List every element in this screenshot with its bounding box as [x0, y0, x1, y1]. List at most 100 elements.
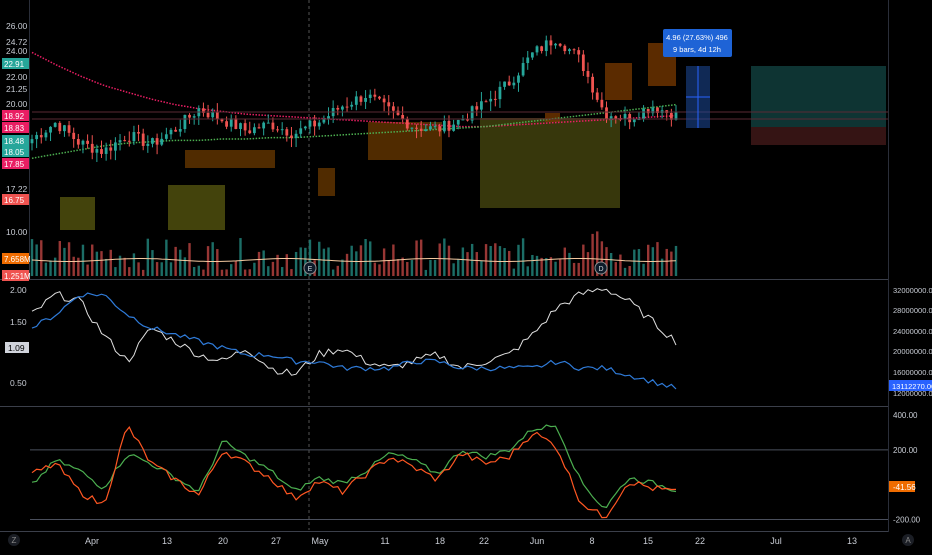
candle-body: [211, 111, 215, 118]
candle-body: [540, 46, 544, 52]
candle-body: [558, 43, 562, 46]
volume-bar: [86, 264, 89, 276]
volume-bar: [137, 262, 140, 276]
volume-bar: [304, 247, 307, 276]
volume-bar: [535, 255, 539, 276]
candle-body: [498, 86, 502, 100]
volume-bar: [378, 264, 381, 276]
volume-bar: [364, 239, 367, 276]
price-highlight-badge: [2, 194, 29, 205]
volume-bar: [521, 238, 525, 276]
candle-body: [354, 96, 358, 105]
time-axis-label: 20: [218, 536, 228, 546]
volume-bar: [660, 258, 664, 276]
pattern-box: [185, 150, 275, 168]
volume-bar: [419, 239, 423, 276]
oscillator-blue-line: [31, 292, 677, 390]
volume-bar: [322, 248, 326, 276]
volume-bar: [623, 267, 627, 276]
oscillator-axis-tick: 1.50: [10, 317, 27, 327]
cci-current-label: -41.56: [893, 483, 916, 492]
volume-bar: [188, 243, 191, 276]
candle-body: [359, 96, 363, 102]
volume-bar: [202, 269, 205, 276]
price-axis-tick: 10.00: [6, 227, 28, 237]
price-highlight-badge: [2, 158, 29, 169]
candle-body: [63, 125, 66, 132]
price-highlight-badge: [2, 122, 29, 133]
candle-body: [674, 112, 678, 120]
volume-bar: [373, 262, 377, 276]
candle-body: [535, 46, 539, 53]
candle-body: [493, 98, 497, 100]
volume-bar: [512, 268, 516, 276]
candle-body: [341, 106, 344, 110]
candle-body: [637, 119, 641, 121]
volume-bar: [49, 260, 52, 276]
price-highlight-label: 1.251M: [4, 272, 31, 281]
loss-zone[interactable]: [751, 127, 886, 145]
pattern-box: [60, 197, 95, 230]
candle-body: [123, 140, 127, 142]
oscillator-right-tick: 32000000.00: [893, 286, 932, 295]
candle-body: [628, 114, 632, 123]
time-axis-label: 22: [479, 536, 489, 546]
candle-body: [632, 119, 636, 123]
candle-body: [67, 125, 71, 133]
auto-scale-button[interactable]: [902, 534, 914, 546]
candle-body: [257, 127, 261, 129]
time-axis-label: Jun: [530, 536, 545, 546]
time-axis-label: Apr: [85, 536, 99, 546]
volume-bar: [558, 259, 562, 276]
candle-body: [100, 149, 103, 154]
candle-body: [595, 92, 599, 100]
volume-bar: [234, 260, 238, 276]
price-highlight-badge: [2, 110, 29, 121]
candle-body: [623, 114, 627, 120]
volume-bar: [517, 244, 520, 276]
candle-body: [646, 108, 650, 114]
candle-body: [651, 107, 655, 114]
candle-body: [461, 119, 465, 121]
volume-bar: [44, 262, 48, 276]
candle-body: [58, 122, 62, 132]
volume-bar: [271, 261, 275, 276]
candle-body: [345, 106, 349, 108]
volume-bar: [647, 244, 650, 276]
time-axis-label: 11: [380, 536, 389, 546]
candle-body: [95, 149, 99, 153]
volume-bar: [183, 257, 187, 276]
volume-bar: [30, 239, 34, 276]
volume-bar: [614, 262, 617, 276]
earnings-marker[interactable]: [594, 261, 608, 275]
zoom-button[interactable]: [8, 534, 20, 546]
candle-body: [605, 107, 608, 119]
volume-bar: [350, 245, 353, 276]
earnings-marker[interactable]: [303, 261, 317, 275]
volume-bar: [285, 254, 289, 276]
candle-body: [151, 138, 154, 144]
candle-body: [549, 40, 553, 46]
volume-bar: [628, 266, 631, 276]
candle-body: [577, 50, 581, 55]
candle-body: [563, 45, 567, 52]
candle-body: [44, 132, 48, 138]
auto-scale-button-label: A: [905, 536, 911, 545]
candle-body: [424, 129, 428, 132]
time-axis-label: Jul: [770, 536, 782, 546]
candle-body: [317, 122, 321, 127]
time-axis-label: 22: [695, 536, 705, 546]
candle-body: [81, 140, 85, 145]
volume-bar: [151, 250, 154, 276]
volume-bar: [118, 255, 122, 276]
price-highlight-badge: [2, 135, 29, 146]
volume-bar: [637, 249, 641, 276]
volume-bar: [345, 253, 349, 276]
time-axis-label: 13: [162, 536, 172, 546]
profit-zone[interactable]: [751, 66, 886, 127]
candle-body: [266, 122, 270, 124]
price-highlight-label: 16.75: [4, 196, 25, 205]
candle-body: [39, 135, 43, 138]
